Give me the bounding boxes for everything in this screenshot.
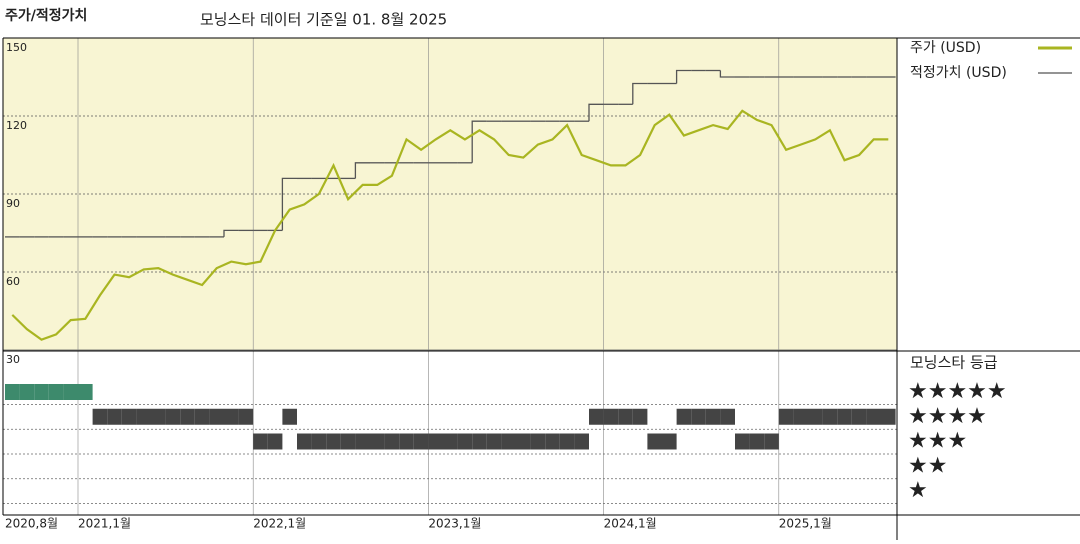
rating-bar (78, 384, 93, 400)
y-tick-label: 90 (6, 197, 20, 210)
rating-bar (209, 408, 224, 425)
chart-subtitle: 모닝스타 데이터 기준일 01. 8월 2025 (200, 11, 447, 29)
rating-bar (19, 384, 35, 400)
rating-bar (472, 433, 487, 450)
y-tick-label: 30 (6, 353, 20, 366)
rating-bar (282, 408, 297, 425)
fair-value-step (719, 70, 735, 78)
rating-bar (384, 433, 400, 450)
rating-bar (837, 408, 852, 425)
rating-bar (399, 433, 414, 450)
rating-bar (851, 408, 867, 425)
rating-bar (180, 408, 195, 425)
rating-bar (443, 433, 458, 450)
rating-bar (632, 408, 648, 425)
rating-label: ★ (908, 478, 928, 503)
rating-label: ★★★★ (908, 404, 987, 429)
fair-value-step (223, 229, 239, 237)
rating-bar (501, 433, 516, 450)
rating-bar (574, 433, 589, 450)
rating-label: ★★★ (908, 429, 967, 454)
rating-label: ★★★★★ (908, 379, 1007, 404)
rating-bar (749, 433, 765, 450)
fair-value-step (632, 82, 648, 105)
rating-bar (224, 408, 239, 425)
rating-bar (63, 384, 78, 400)
legend-label: 주가 (USD) (910, 40, 981, 56)
rating-bar (559, 433, 575, 450)
y-tick-label: 120 (6, 119, 27, 132)
rating-bar (486, 433, 502, 450)
x-tick-label: 2021,1월 (78, 517, 131, 531)
fair-value-step (588, 103, 604, 122)
rating-bar (457, 433, 473, 450)
rating-label: ★★ (908, 453, 947, 478)
rating-bar (822, 408, 838, 425)
rating-bar (647, 433, 662, 450)
rating-bar (764, 433, 779, 450)
rating-bar (355, 433, 370, 450)
rating-bar (48, 384, 64, 400)
x-tick-label: 2022,1월 (253, 517, 306, 531)
rating-bar (107, 408, 122, 425)
rating-bar (5, 384, 20, 400)
rating-bar (194, 408, 210, 425)
legend-label: 적정가치 (USD) (910, 65, 1007, 81)
rating-bar (165, 408, 181, 425)
x-tick-label: 2020,8월 (5, 517, 58, 531)
rating-bar (530, 433, 546, 450)
rating-bar (705, 408, 721, 425)
rating-bar (340, 433, 356, 450)
rating-bar (793, 408, 808, 425)
rating-bar (151, 408, 166, 425)
rating-bar (662, 433, 677, 450)
rating-bar (866, 408, 881, 425)
rating-bar (297, 433, 312, 450)
fair-value-step (675, 69, 692, 84)
rating-bar (618, 408, 633, 425)
x-tick-label: 2024,1월 (604, 517, 657, 531)
rating-bar (238, 408, 254, 425)
rating-bar (121, 408, 137, 425)
rating-title: 모닝스타 등급 (910, 354, 998, 372)
chart-title: 주가/적정가치 (5, 7, 87, 24)
rating-bar (676, 408, 692, 425)
price-line (11, 109, 889, 341)
rating-bar (413, 433, 429, 450)
rating-bar (735, 433, 750, 450)
rating-bar (720, 408, 735, 425)
rating-bar (428, 433, 443, 450)
rating-bar (589, 408, 604, 425)
fair-value-step (281, 177, 297, 231)
price-panel (3, 38, 897, 350)
x-tick-label: 2025,1월 (779, 517, 832, 531)
rating-bar (253, 433, 268, 450)
rating-bar (136, 408, 151, 425)
rating-bar (92, 408, 108, 425)
fair-value-step (471, 120, 487, 163)
rating-bar (691, 408, 706, 425)
x-tick-label: 2023,1월 (428, 517, 481, 531)
y-tick-label: 150 (6, 41, 27, 54)
y-tick-label: 60 (6, 275, 20, 288)
rating-bar (267, 433, 283, 450)
rating-bar (326, 433, 341, 450)
rating-bar (311, 433, 327, 450)
rating-bar (778, 408, 794, 425)
fair-value-step (354, 162, 370, 179)
rating-bar (516, 433, 531, 450)
rating-bar (545, 433, 560, 450)
rating-bar (34, 384, 49, 400)
rating-bar (808, 408, 823, 425)
rating-bar (370, 433, 385, 450)
rating-bar (603, 408, 619, 425)
rating-bar (881, 408, 896, 425)
